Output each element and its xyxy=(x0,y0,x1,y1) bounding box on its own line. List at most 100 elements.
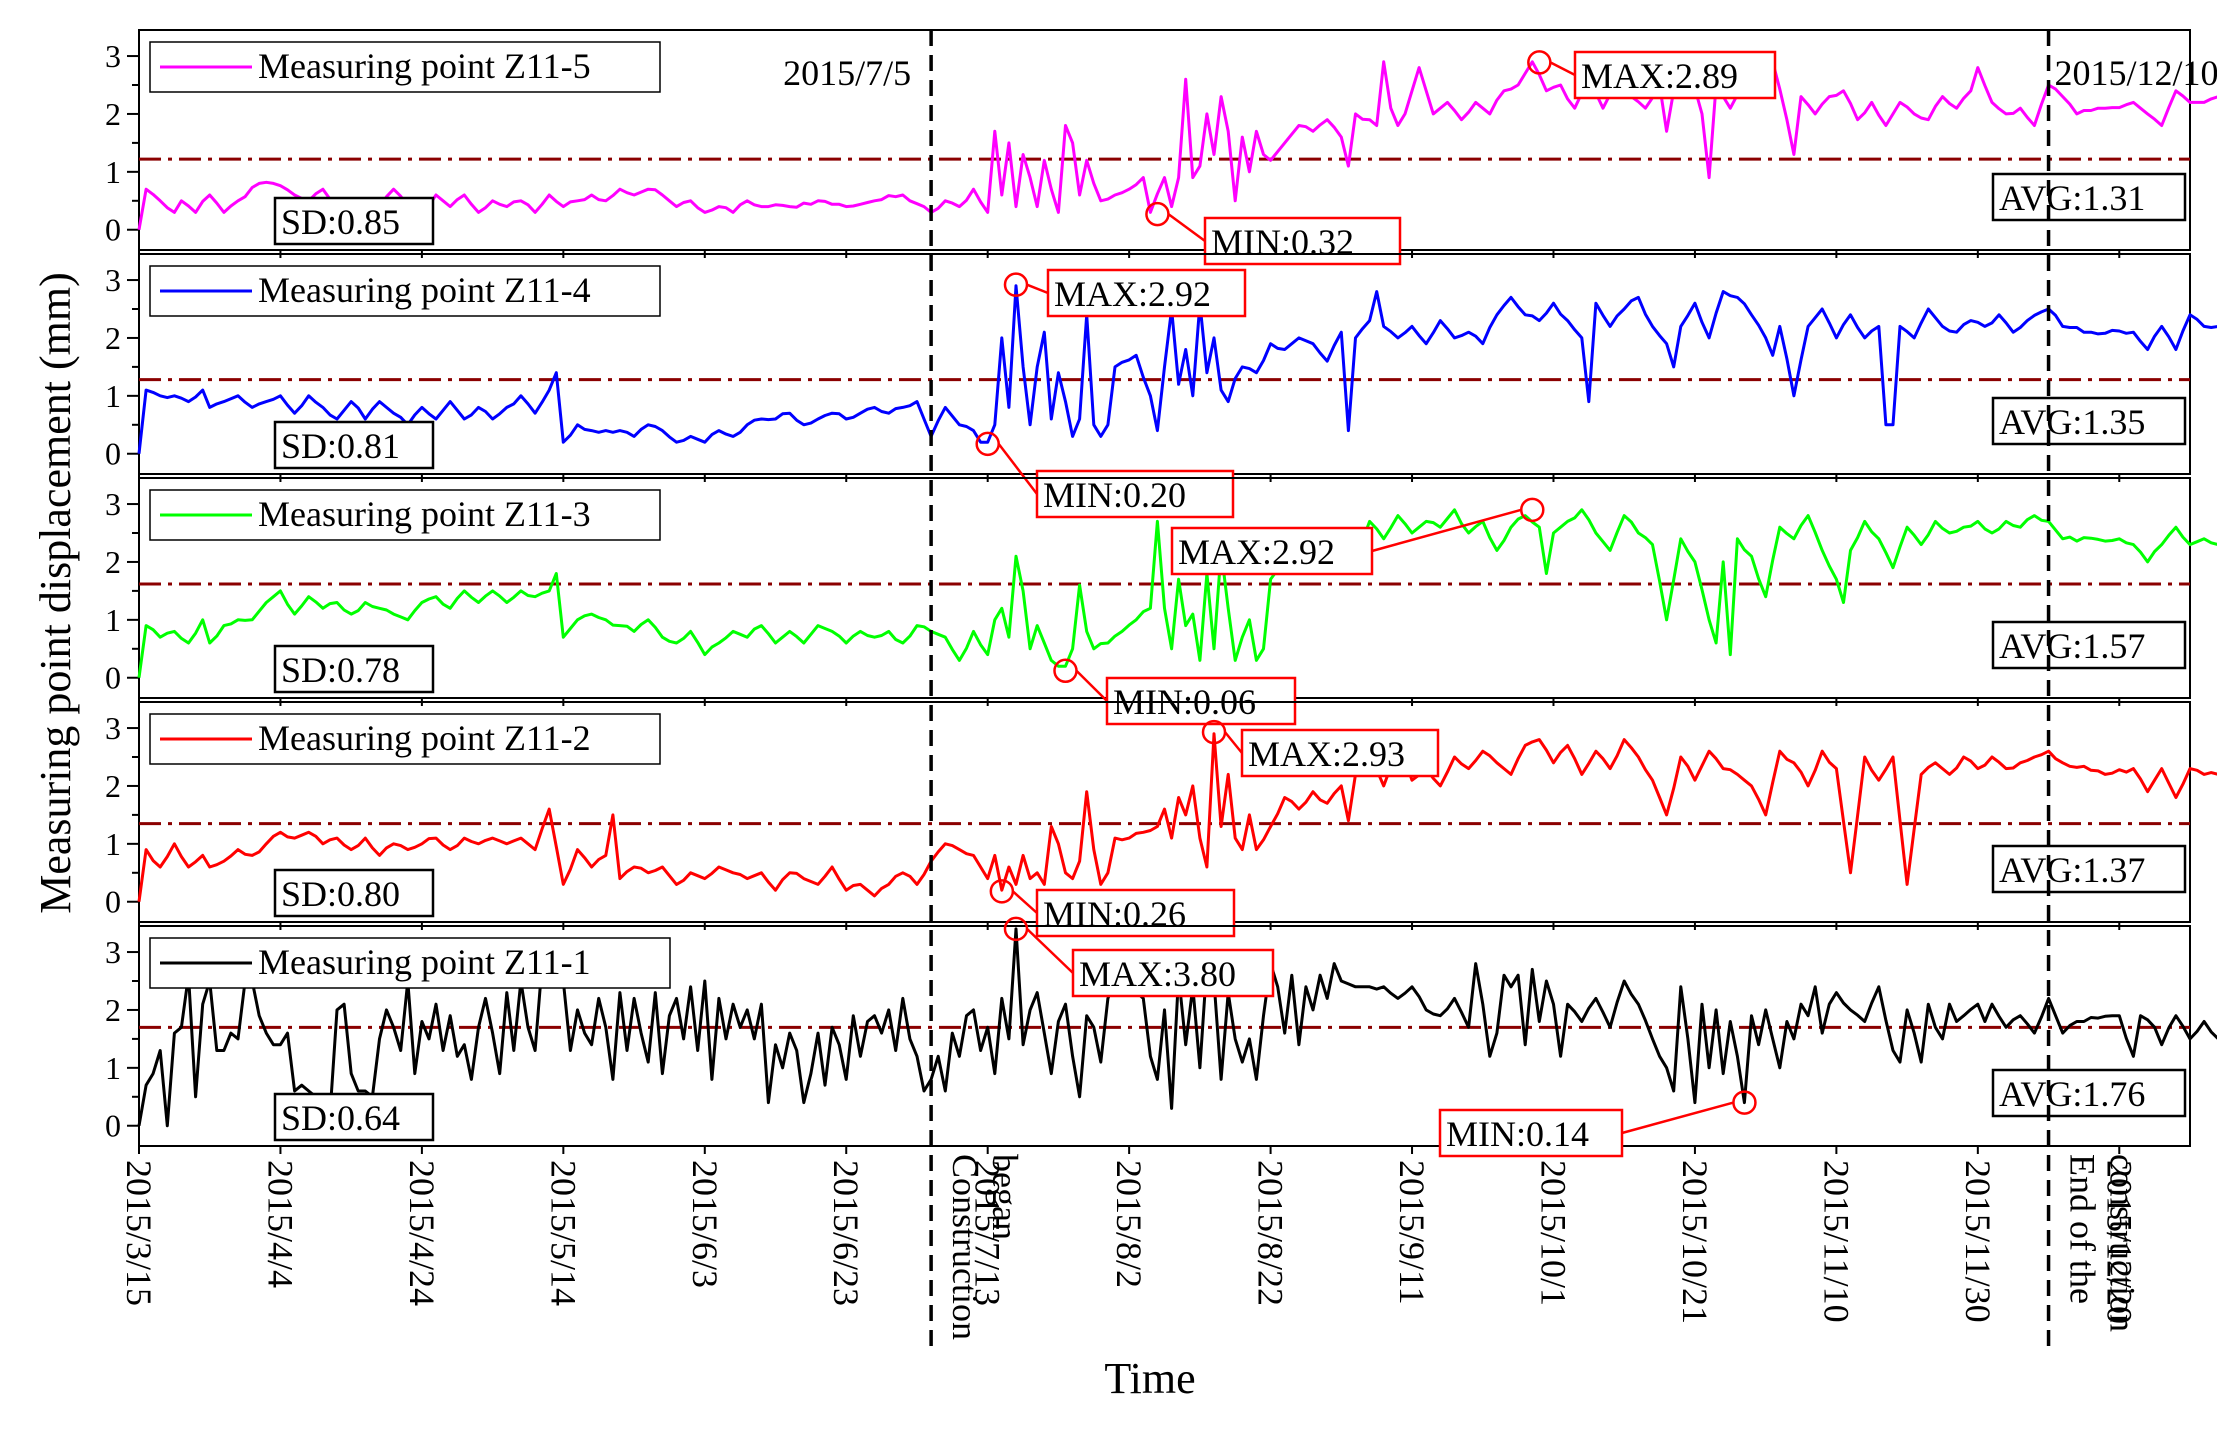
avg-box xyxy=(1991,396,2187,446)
x-tick-label: 2015/10/1 xyxy=(1533,1160,1573,1306)
sd-label: SD:0.85 xyxy=(281,202,400,242)
panel-2: 0 1 2 3 Measuring point Z11-4 SD:0.81 AVG:1.35… xyxy=(105,253,2217,519)
min-label: MIN:0.26 xyxy=(1043,894,1186,934)
avg-label: AVG:1.57 xyxy=(1999,626,2145,666)
series-line xyxy=(137,927,2217,1128)
x-tick-label: 2015/12/20 xyxy=(2099,1160,2139,1324)
avg-label: AVG:1.37 xyxy=(1999,850,2145,890)
x-tick-label: 2015/9/11 xyxy=(1392,1160,1432,1305)
y-tick-label: 1 xyxy=(105,378,121,414)
y-tick-label: 0 xyxy=(105,660,121,696)
y-tick-label: 0 xyxy=(105,1108,121,1144)
y-tick-label: 2 xyxy=(105,544,121,580)
sd-label: SD:0.64 xyxy=(281,1098,400,1138)
min-leader xyxy=(1075,669,1108,702)
series-line xyxy=(137,60,2217,230)
y-tick-label: 0 xyxy=(105,212,121,248)
sd-box xyxy=(273,1092,435,1142)
sd-box xyxy=(273,196,435,246)
legend-label: Measuring point Z11-3 xyxy=(258,494,591,534)
y-tick-label: 1 xyxy=(105,154,121,190)
series-line xyxy=(137,508,2217,678)
max-label: MAX:3.80 xyxy=(1079,954,1236,994)
panel-4: 0 1 2 3 Measuring point Z11-2 SD:0.80 AVG:1.37… xyxy=(105,701,2217,938)
event-date-label: 2015/12/10 xyxy=(2055,53,2217,93)
max-leader xyxy=(1026,283,1049,295)
x-tick-label: 2015/8/22 xyxy=(1251,1160,1291,1306)
min-label: MIN:0.32 xyxy=(1211,222,1354,262)
series-line xyxy=(137,284,2217,454)
x-tick-label: 2015/8/2 xyxy=(1109,1160,1149,1288)
sd-label: SD:0.81 xyxy=(281,426,400,466)
x-axis-label: Time xyxy=(1104,1354,1195,1403)
y-tick-label: 3 xyxy=(105,38,121,74)
x-tick-label: 2015/11/10 xyxy=(1816,1160,1856,1323)
min-box xyxy=(1438,1108,1624,1158)
avg-box xyxy=(1991,620,2187,670)
sd-box xyxy=(273,868,435,918)
min-leader xyxy=(1011,890,1038,914)
max-leader xyxy=(1026,927,1074,974)
y-tick-label: 2 xyxy=(105,768,121,804)
x-tick-label: 2015/6/23 xyxy=(826,1160,866,1306)
x-tick-label: 2015/3/15 xyxy=(119,1160,159,1306)
y-tick-label: 0 xyxy=(105,436,121,472)
x-tick-label: 2015/10/21 xyxy=(1675,1160,1715,1324)
avg-label: AVG:1.35 xyxy=(1999,402,2145,442)
panel-frame xyxy=(138,29,2191,251)
y-tick-label: 1 xyxy=(105,602,121,638)
sd-label: SD:0.80 xyxy=(281,874,400,914)
legend-label: Measuring point Z11-4 xyxy=(258,270,591,310)
y-tick-label: 0 xyxy=(105,884,121,920)
panel-3: 0 1 2 3 Measuring point Z11-3 SD:0.78 AVG:1.57… xyxy=(105,477,2217,726)
sd-box xyxy=(273,644,435,694)
avg-box xyxy=(1991,844,2187,894)
x-tick-label: 2015/11/30 xyxy=(1958,1160,1998,1323)
max-leader xyxy=(1371,508,1522,553)
event-date-label: 2015/7/5 xyxy=(783,53,911,93)
sd-box xyxy=(273,420,435,470)
min-leader xyxy=(1167,213,1206,243)
max-marker xyxy=(1520,497,1545,523)
max-label: MAX:2.93 xyxy=(1248,734,1405,774)
max-leader xyxy=(1549,61,1576,77)
max-marker xyxy=(1003,272,1029,297)
x-tick-label: 2015/5/14 xyxy=(543,1160,583,1306)
min-label: MIN:0.14 xyxy=(1446,1114,1589,1154)
max-label: MAX:2.92 xyxy=(1054,274,1211,314)
min-box xyxy=(1035,888,1236,938)
min-leader xyxy=(1621,1101,1734,1135)
y-tick-label: 3 xyxy=(105,934,121,970)
y-tick-label: 3 xyxy=(105,710,121,746)
sd-label: SD:0.78 xyxy=(281,650,400,690)
panels: 0 1 2 3 Measuring point Z11-5 SD:0.85 AVG:1.31… xyxy=(105,29,2217,1158)
panel-5: 0 1 2 3 Measuring point Z11-1 SD:0.64 AVG:1.76… xyxy=(105,916,2217,1158)
x-tick-label: 2015/6/3 xyxy=(685,1160,725,1288)
y-tick-label: 2 xyxy=(105,992,121,1028)
y-tick-label: 3 xyxy=(105,486,121,522)
y-tick-label: 1 xyxy=(105,826,121,862)
y-tick-label: 2 xyxy=(105,320,121,356)
event-caption: construction xyxy=(2103,1154,2143,1332)
avg-label: AVG:1.31 xyxy=(1999,178,2145,218)
min-label: MIN:0.20 xyxy=(1043,475,1186,515)
event-caption: began xyxy=(985,1154,1025,1240)
legend-label: Measuring point Z11-2 xyxy=(258,718,591,758)
min-marker xyxy=(1145,201,1170,227)
legend-label: Measuring point Z11-5 xyxy=(258,46,591,86)
max-box xyxy=(1170,526,1374,576)
min-box xyxy=(1203,216,1402,266)
max-box xyxy=(1240,728,1440,778)
max-marker xyxy=(1003,916,1029,942)
y-tick-label: 1 xyxy=(105,1050,121,1086)
y-tick-label: 3 xyxy=(105,262,121,298)
avg-box xyxy=(1991,1068,2187,1118)
event-caption: End of the xyxy=(2063,1154,2103,1304)
min-leader xyxy=(997,443,1038,495)
x-tick-label: 2015/7/13 xyxy=(968,1160,1008,1306)
avg-label: AVG:1.76 xyxy=(1999,1074,2145,1114)
max-box xyxy=(1071,948,1275,998)
max-leader xyxy=(1224,731,1243,754)
max-label: MAX:2.92 xyxy=(1178,532,1335,572)
